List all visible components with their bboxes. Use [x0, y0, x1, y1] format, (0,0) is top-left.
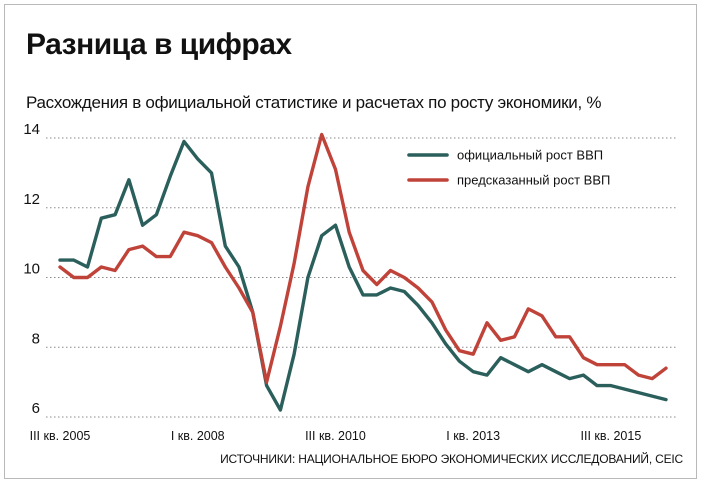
x-tick-label: I кв. 2008	[171, 429, 225, 443]
x-tick-label: I кв. 2013	[446, 429, 500, 443]
y-tick-label: 14	[23, 121, 40, 138]
chart-title: Разница в цифрах	[26, 28, 292, 61]
y-tick-label: 12	[23, 191, 40, 208]
grid-lines	[46, 137, 678, 418]
y-tick-label: 6	[32, 400, 40, 417]
series-line-2	[58, 132, 668, 384]
x-axis: III кв. 2005 I кв. 2008 III кв. 2010 I кв. …	[30, 429, 642, 443]
source-note: ИСТОЧНИКИ: НАЦИОНАЛЬНОЕ БЮРО ЭКОНОМИЧЕСК…	[220, 452, 683, 466]
legend-label-1: официальный рост ВВП	[457, 148, 603, 163]
legend-label-2: предсказанный рост ВВП	[457, 173, 610, 188]
x-tick-label: III кв. 2010	[305, 429, 366, 443]
y-tick-label: 8	[32, 330, 40, 347]
y-tick-label: 10	[23, 261, 40, 278]
x-tick-label: III кв. 2005	[30, 429, 91, 443]
chart-subtitle: Расхождения в официальной статистике и р…	[26, 93, 602, 112]
y-axis: 6 8 10 12 14	[23, 121, 40, 417]
series-lines	[58, 132, 668, 412]
legend: официальный рост ВВП предсказанный рост В…	[407, 148, 610, 188]
series-line-1	[58, 139, 668, 412]
chart-frame	[4, 4, 697, 479]
x-tick-label: III кв. 2015	[581, 429, 642, 443]
